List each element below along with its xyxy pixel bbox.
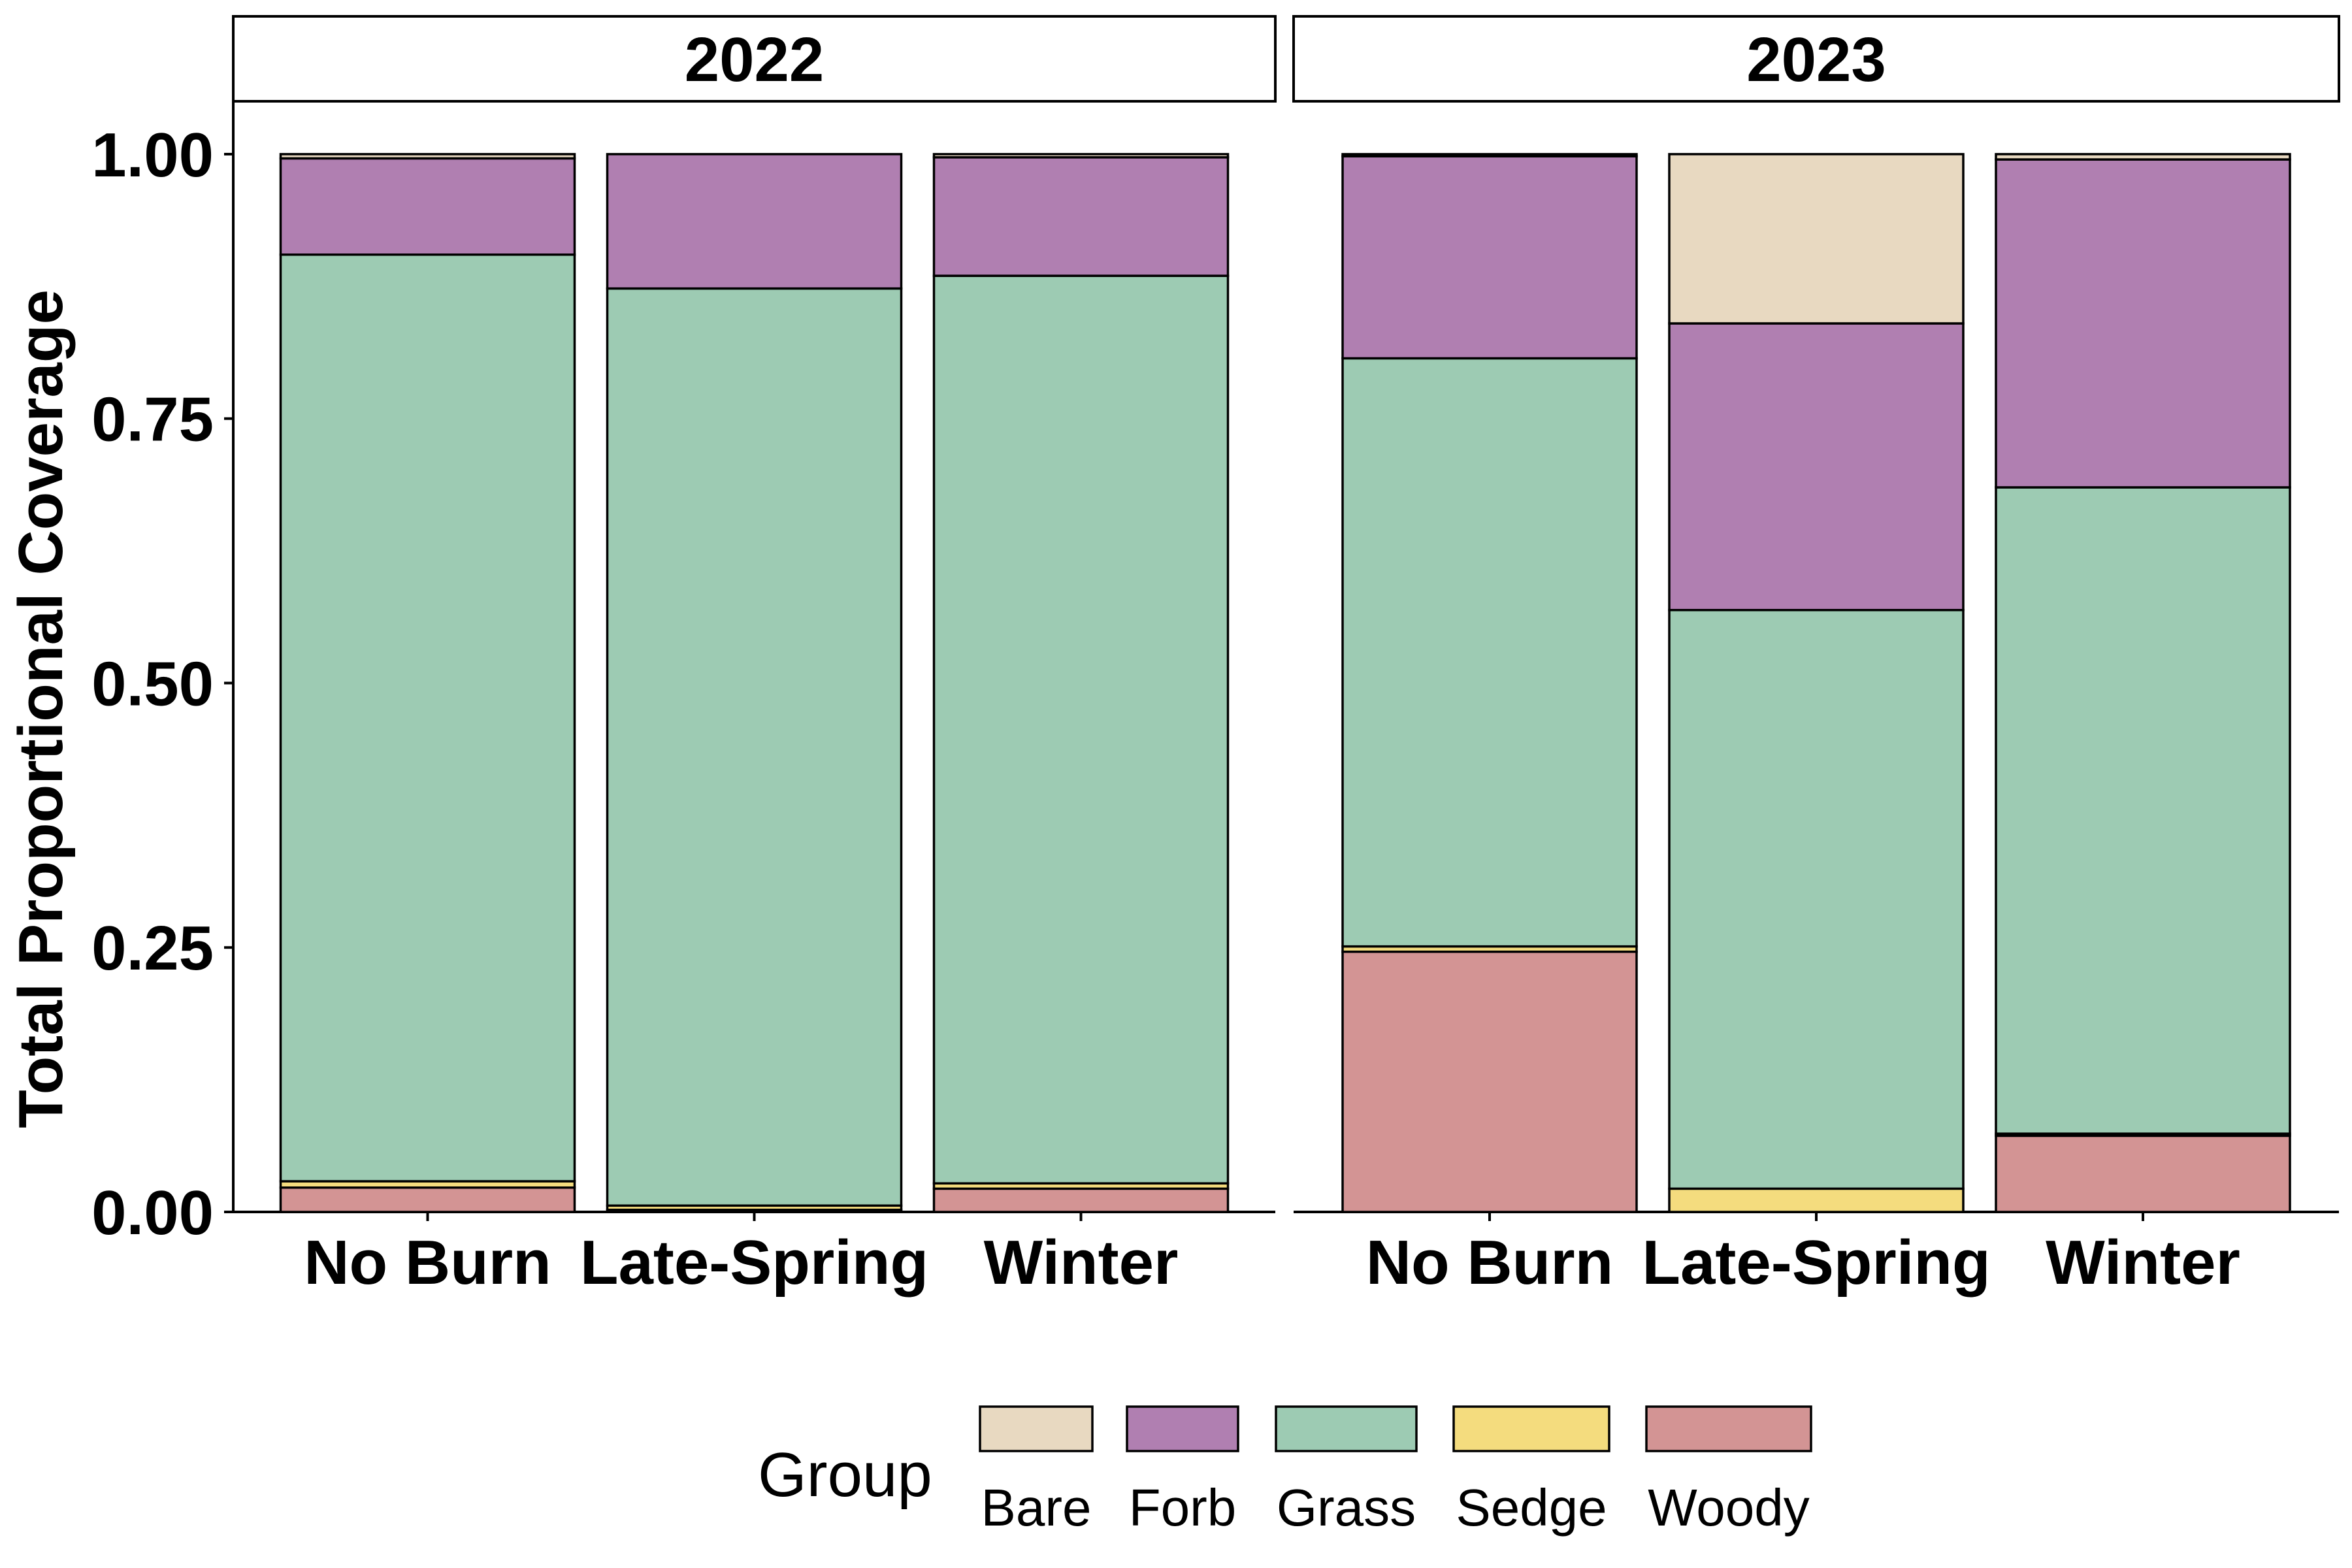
y-tick-label: 1.00 — [91, 120, 214, 190]
facet-strip-label: 2023 — [1746, 25, 1886, 95]
bar-segment-woody — [1341, 950, 1638, 1213]
legend-label-bare: Bare — [981, 1478, 1092, 1537]
bar-segment-grass — [606, 287, 903, 1207]
y-axis-title: Total Proportional Coverage — [6, 289, 76, 1128]
panels: 2022 No Burn Late-Spring Winter 2023 No Burn L… — [232, 15, 2340, 1298]
bar-segment-grass — [1341, 357, 1638, 948]
bar-segment-woody — [279, 1186, 576, 1213]
y-tick-label: 0.25 — [91, 913, 214, 983]
x-tick-label: Late-Spring — [580, 1228, 928, 1298]
y-tick-label: 0.00 — [91, 1178, 214, 1248]
bar-segment-forb — [1995, 158, 2291, 489]
panel-2022: 2022 No Burn Late-Spring Winter — [232, 15, 1277, 1298]
legend-swatch-bare — [979, 1405, 1094, 1452]
facet-strip — [1292, 15, 2340, 103]
y-axis: 0.00 0.25 0.50 0.75 1.00 — [91, 101, 235, 1248]
bar-segment-bare — [279, 153, 576, 160]
bar-segment-forb — [1341, 155, 1638, 360]
bar-segment-woody — [1995, 1134, 2291, 1213]
x-tick-label: Late-Spring — [1642, 1228, 1990, 1298]
y-tick-label: 0.75 — [91, 385, 214, 455]
legend-swatch-sedge — [1452, 1405, 1610, 1452]
legend-items: Bare Forb Grass Sedge Woody — [979, 1405, 1812, 1537]
bar-segment-forb — [1668, 322, 1965, 612]
x-tick-label: Winter — [984, 1228, 1179, 1298]
bar-segment-forb — [606, 153, 903, 290]
bar-segment-sedge — [1668, 1187, 1965, 1213]
bar-segment-bare — [1341, 153, 1638, 157]
y-tick-label: 0.50 — [91, 649, 214, 719]
bar-segment-woody — [932, 1187, 1230, 1213]
legend-label-woody: Woody — [1648, 1478, 1810, 1537]
legend-label-sedge: Sedge — [1456, 1478, 1607, 1537]
legend-label-forb: Forb — [1129, 1478, 1237, 1537]
legend-swatch-forb — [1126, 1405, 1239, 1452]
panel-2023: 2023 No Burn Late-Spring Winter — [1292, 15, 2340, 1298]
bar-segment-bare — [1668, 153, 1965, 325]
bar-segment-grass — [1668, 609, 1965, 1190]
legend: Group Bare Forb Grass Sedge Woody — [758, 1405, 1812, 1537]
bar-segment-forb — [932, 156, 1230, 277]
bar-segment-grass — [932, 274, 1230, 1185]
bar-segment-grass — [1995, 486, 2291, 1135]
legend-swatch-woody — [1645, 1405, 1812, 1452]
bar-segment-forb — [279, 157, 576, 256]
bar-segment-bare — [1995, 153, 2291, 161]
legend-swatch-grass — [1275, 1405, 1418, 1452]
x-tick-label: Winter — [2046, 1228, 2240, 1298]
bar-segment-grass — [279, 253, 576, 1183]
facet-strip-label: 2022 — [685, 25, 825, 95]
bar-segment-bare — [932, 153, 1230, 159]
x-tick-label: No Burn — [1366, 1228, 1614, 1298]
legend-title: Group — [758, 1440, 932, 1510]
legend-label-grass: Grass — [1277, 1478, 1416, 1537]
facet-strip — [232, 15, 1277, 103]
x-tick-label: No Burn — [304, 1228, 551, 1298]
